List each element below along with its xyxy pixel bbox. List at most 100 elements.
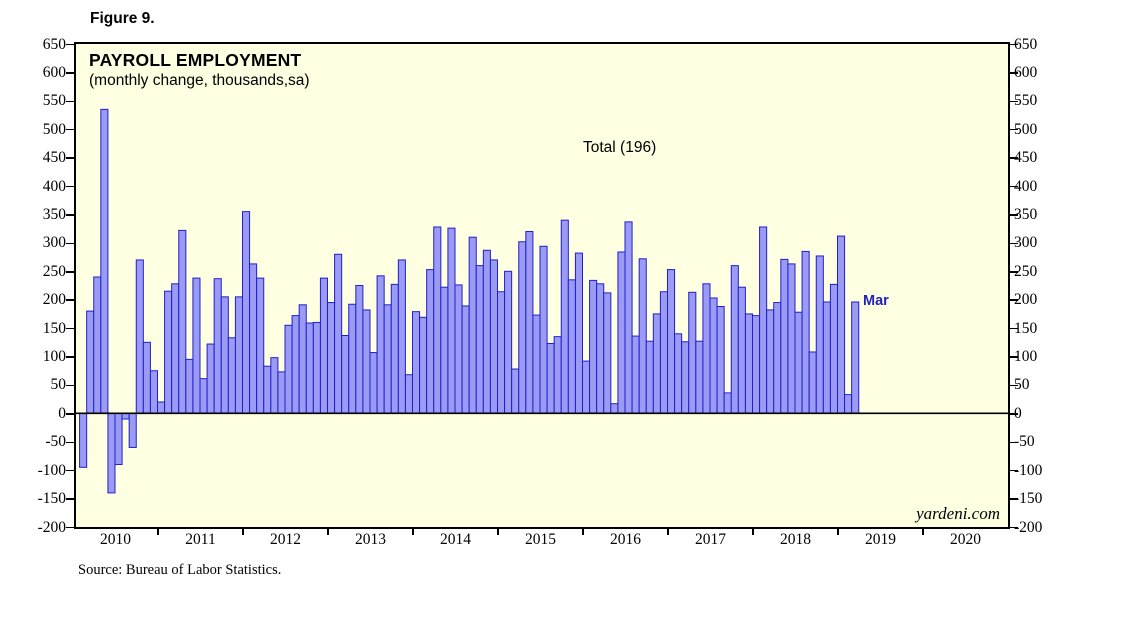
y-axis-label-left: 0 <box>58 404 66 422</box>
y-axis-label-right: -50 <box>1014 433 1035 451</box>
bar <box>808 351 817 414</box>
bar <box>327 302 336 414</box>
y-tick-mark <box>1009 157 1018 159</box>
bar <box>574 252 584 414</box>
bar <box>454 284 463 414</box>
bar <box>284 324 293 414</box>
y-axis-label-right: 200 <box>1014 291 1038 309</box>
y-axis-label-right: 400 <box>1014 177 1038 195</box>
y-tick-mark <box>1009 185 1018 188</box>
y-tick-mark <box>1009 242 1018 245</box>
y-tick-mark <box>66 128 74 131</box>
bar <box>645 340 654 414</box>
y-axis-label-right: 600 <box>1014 63 1038 81</box>
bar <box>504 270 513 414</box>
y-tick-mark <box>66 242 74 245</box>
y-tick-mark <box>1009 469 1018 472</box>
y-tick-mark <box>66 299 74 301</box>
x-axis-year-label: 2015 <box>525 531 556 548</box>
y-axis-label-right: 50 <box>1014 376 1030 394</box>
y-tick-mark <box>66 526 74 529</box>
bar <box>178 229 187 414</box>
bar <box>213 278 222 414</box>
x-axis-year-label: 2011 <box>185 531 216 548</box>
bar <box>135 259 144 414</box>
y-tick-mark <box>1009 356 1018 358</box>
bar <box>582 360 591 414</box>
y-axis-label-left: -50 <box>45 433 66 451</box>
bar <box>759 226 768 414</box>
x-tick-mark <box>752 527 754 535</box>
y-tick-mark <box>1009 413 1018 415</box>
y-axis-label-left: 250 <box>42 262 66 280</box>
source-note: Source: Bureau of Labor Statistics. <box>78 562 282 578</box>
bar <box>404 374 414 414</box>
y-tick-mark <box>1009 384 1018 387</box>
bar <box>489 259 499 414</box>
bar <box>412 311 421 414</box>
bar <box>185 358 194 414</box>
y-tick-mark <box>1009 327 1018 330</box>
bar <box>277 371 286 414</box>
bar <box>681 341 690 414</box>
bar <box>242 211 251 414</box>
y-tick-mark <box>1009 441 1018 443</box>
y-axis-label-right: -150 <box>1014 490 1043 508</box>
x-axis-year-label: 2016 <box>610 531 641 548</box>
bar <box>716 306 725 414</box>
y-axis-label-left: 650 <box>42 35 66 53</box>
y-axis-label-left: 450 <box>42 149 66 167</box>
total-annotation: Total (196) <box>583 139 657 156</box>
bar <box>461 305 470 414</box>
bar <box>617 251 626 414</box>
bar <box>433 226 442 414</box>
y-tick-mark <box>1009 271 1018 273</box>
bar <box>744 313 753 414</box>
y-tick-mark <box>66 271 74 273</box>
bar <box>376 275 385 414</box>
bar <box>362 309 371 414</box>
x-axis-year-label: 2019 <box>865 531 896 548</box>
bar <box>149 370 158 414</box>
y-tick-mark <box>66 214 74 216</box>
bar <box>312 321 321 414</box>
bar <box>291 315 300 414</box>
bar <box>468 236 477 414</box>
y-axis-label-right: 500 <box>1014 120 1038 138</box>
x-axis-year-label: 2020 <box>950 531 981 548</box>
bar <box>107 412 116 494</box>
latest-month-label: Mar <box>863 293 889 309</box>
y-tick-mark <box>1009 72 1018 74</box>
y-tick-mark <box>1009 214 1018 216</box>
y-tick-mark <box>1009 128 1018 131</box>
x-tick-mark <box>497 527 499 535</box>
bar <box>709 297 718 414</box>
bar <box>305 322 314 414</box>
bar <box>227 337 236 414</box>
y-axis-label-right: 0 <box>1014 404 1022 422</box>
bar <box>844 394 853 414</box>
bar <box>334 253 343 414</box>
y-axis-label-left: -100 <box>37 461 66 479</box>
y-axis-label-right: 150 <box>1014 319 1038 337</box>
x-axis-year-label: 2018 <box>780 531 811 548</box>
bar <box>482 249 491 414</box>
bar <box>801 250 810 414</box>
bar <box>780 258 789 414</box>
bar <box>220 296 229 414</box>
bar <box>206 343 215 414</box>
bar <box>270 357 279 414</box>
x-tick-mark <box>837 527 839 535</box>
bar <box>766 309 775 414</box>
bar <box>773 302 782 414</box>
bar <box>525 231 534 414</box>
bar <box>440 286 449 414</box>
bar <box>234 296 243 414</box>
bar <box>369 352 378 414</box>
y-axis-label-left: 500 <box>42 120 66 138</box>
bar <box>638 258 647 414</box>
y-tick-mark <box>66 100 74 103</box>
bar <box>702 283 711 414</box>
y-tick-mark <box>66 157 74 159</box>
